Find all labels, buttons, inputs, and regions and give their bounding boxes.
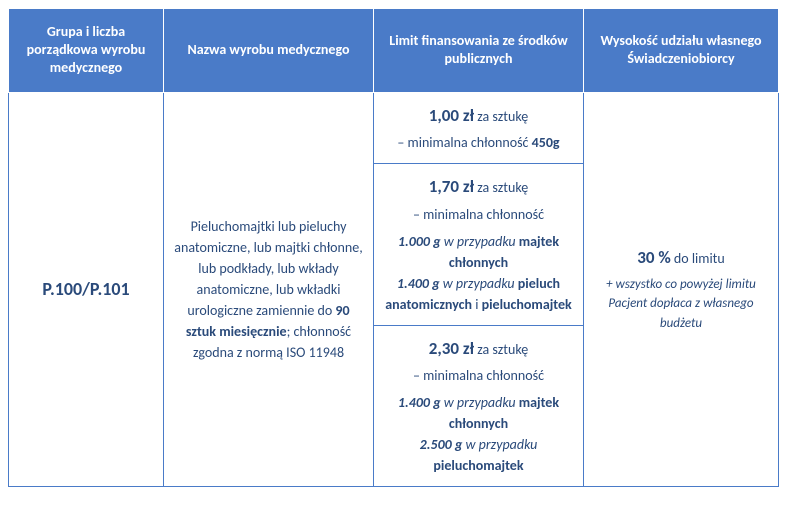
price-3-unit: za sztukę (474, 341, 528, 358)
share-pct: 30 % (637, 247, 670, 268)
cell-limit-3: 2,30 zł za sztukę – minimalna chłonność … (374, 325, 584, 487)
cell-share: 30 % do limitu + wszystko co powyżej lim… (584, 92, 779, 487)
limit-3-d2: w przypadku (462, 436, 537, 453)
limit-2-and: i (472, 296, 482, 313)
limit-2-w1: 1.000 g (398, 233, 441, 250)
header-share: Wysokość udziału własnego Świadczeniobio… (584, 9, 779, 93)
price-1-unit: za sztukę (474, 108, 528, 125)
limit-2-sub: – minimalna chłonność (382, 204, 575, 225)
limit-1-sub: – minimalna chłonność (397, 134, 531, 151)
price-2-unit: za sztukę (474, 179, 528, 196)
header-group: Grupa i liczba porządkowa wyrobu medyczn… (9, 9, 164, 93)
cell-limit-1: 1,00 zł za sztukę – minimalna chłonność … (374, 92, 584, 164)
price-2: 1,70 zł (429, 176, 474, 197)
header-product: Nazwa wyrobu medycznego (164, 9, 374, 93)
limit-1-weight: 450g (532, 134, 560, 151)
limit-2-p2b: pieluchomajtek (482, 296, 572, 313)
limit-2-d1: w przypadku (441, 233, 519, 250)
header-row: Grupa i liczba porządkowa wyrobu medyczn… (9, 9, 779, 93)
share-note: + wszystko co powyżej limitu Pacjent dop… (592, 275, 770, 334)
limit-3-d1: w przypadku (441, 394, 519, 411)
limit-3-sub: – minimalna chłonność (382, 365, 575, 386)
cell-product: Pieluchomajtki lub pieluchy anatomiczne,… (164, 92, 374, 487)
limit-2-d2: w przypadku (440, 275, 518, 292)
header-limit: Limit finansowania ze środków publicznyc… (374, 9, 584, 93)
cell-limit-2: 1,70 zł za sztukę – minimalna chłonność … (374, 164, 584, 326)
price-3: 2,30 zł (429, 338, 474, 359)
limit-2-w2: 1.400 g (397, 275, 440, 292)
price-1: 1,00 zł (429, 105, 474, 126)
product-code: P.100/P.101 (42, 278, 129, 300)
reimbursement-table: Grupa i liczba porządkowa wyrobu medyczn… (8, 8, 779, 487)
cell-code: P.100/P.101 (9, 92, 164, 487)
table-row: P.100/P.101 Pieluchomajtki lub pieluchy … (9, 92, 779, 164)
limit-3-w1: 1.400 g (398, 394, 441, 411)
limit-3-w2: 2.500 g (420, 436, 463, 453)
limit-3-p2: pieluchomajtek (433, 457, 523, 474)
share-pct-text: do limitu (671, 250, 725, 267)
